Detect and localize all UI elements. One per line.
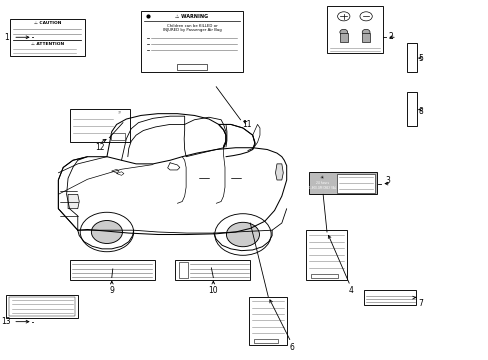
Polygon shape bbox=[68, 194, 79, 209]
Bar bbox=[326, 6, 382, 53]
Circle shape bbox=[226, 222, 259, 247]
Text: 12: 12 bbox=[95, 143, 104, 152]
Circle shape bbox=[214, 214, 270, 255]
Bar bbox=[310, 274, 337, 278]
Bar bbox=[176, 64, 207, 70]
Bar bbox=[179, 262, 188, 278]
Text: 1-800-GM ONLY VAL: 1-800-GM ONLY VAL bbox=[308, 186, 335, 190]
Text: 1: 1 bbox=[4, 33, 9, 42]
Bar bbox=[308, 172, 376, 194]
Bar bbox=[253, 339, 278, 343]
Bar bbox=[9, 297, 75, 316]
Bar bbox=[305, 230, 346, 280]
Bar bbox=[141, 11, 243, 72]
Bar bbox=[69, 260, 154, 280]
Circle shape bbox=[91, 221, 122, 243]
Text: ⚠ WARNING: ⚠ WARNING bbox=[175, 14, 208, 19]
Text: 10: 10 bbox=[208, 286, 218, 295]
Bar bbox=[406, 43, 417, 72]
Circle shape bbox=[362, 29, 369, 35]
Bar bbox=[336, 174, 374, 193]
Bar bbox=[111, 133, 125, 140]
Bar bbox=[6, 295, 78, 318]
Text: 7: 7 bbox=[418, 299, 423, 308]
Bar bbox=[406, 92, 417, 126]
Text: 3: 3 bbox=[385, 176, 389, 185]
Text: 11: 11 bbox=[242, 120, 252, 129]
Bar bbox=[69, 109, 130, 142]
Text: 9: 9 bbox=[109, 286, 114, 295]
Bar bbox=[10, 19, 85, 56]
Bar bbox=[361, 33, 369, 42]
Polygon shape bbox=[275, 164, 283, 180]
Circle shape bbox=[80, 212, 133, 252]
Text: 4: 4 bbox=[348, 286, 353, 295]
Circle shape bbox=[359, 12, 371, 21]
Text: 2: 2 bbox=[388, 32, 393, 41]
Circle shape bbox=[339, 29, 347, 35]
Text: 5: 5 bbox=[418, 54, 423, 63]
Text: 8: 8 bbox=[418, 107, 423, 116]
Bar bbox=[363, 290, 416, 305]
Text: ☀: ☀ bbox=[319, 175, 324, 180]
Text: 13: 13 bbox=[1, 317, 11, 326]
Text: 24 hours: 24 hours bbox=[315, 181, 328, 185]
Text: ⚠ CAUTION: ⚠ CAUTION bbox=[34, 21, 61, 25]
Text: INJURED by Passenger Air Bag: INJURED by Passenger Air Bag bbox=[162, 28, 221, 32]
Text: ??: ?? bbox=[117, 111, 121, 115]
Text: ⚠ ATTENTION: ⚠ ATTENTION bbox=[31, 42, 64, 46]
Bar bbox=[249, 297, 286, 345]
Circle shape bbox=[337, 12, 349, 21]
Text: 6: 6 bbox=[289, 343, 294, 352]
Text: Children can be KILLED or: Children can be KILLED or bbox=[166, 24, 217, 28]
Bar bbox=[175, 260, 250, 280]
Bar bbox=[339, 33, 347, 42]
